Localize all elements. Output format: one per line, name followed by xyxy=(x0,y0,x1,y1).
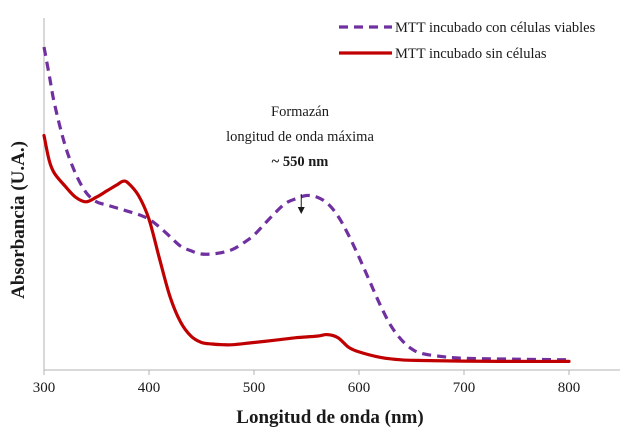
x-tick-label: 700 xyxy=(453,380,476,396)
y-axis-title: Absorbancia (U.A.) xyxy=(8,141,29,299)
legend-label-viables: MTT incubado con células viables xyxy=(395,20,596,36)
x-axis-ticks: 300 400 500 600 700 800 xyxy=(33,370,581,396)
annotation-line-1: Formazán xyxy=(271,104,330,120)
annotation-peak-value: ~ 550 nm xyxy=(272,154,329,170)
x-tick-label: 400 xyxy=(138,380,161,396)
legend-label-sin-celulas: MTT incubado sin células xyxy=(395,46,547,62)
x-tick-label: 500 xyxy=(243,380,266,396)
annotation-arrowhead xyxy=(297,207,305,214)
annotation-line-2: longitud de onda máxima xyxy=(226,129,374,145)
series-group xyxy=(42,46,571,364)
series-line-sin-celulas xyxy=(42,133,571,364)
legend: MTT incubado con células viables MTT inc… xyxy=(339,20,596,62)
x-axis-title: Longitud de onda (nm) xyxy=(236,407,423,428)
x-tick-label: 600 xyxy=(348,380,371,396)
series-line-viables xyxy=(42,46,570,362)
x-tick-label: 800 xyxy=(558,380,581,396)
x-tick-label: 300 xyxy=(33,380,56,396)
peak-annotation: Formazán longitud de onda máxima ~ 550 n… xyxy=(226,104,374,214)
